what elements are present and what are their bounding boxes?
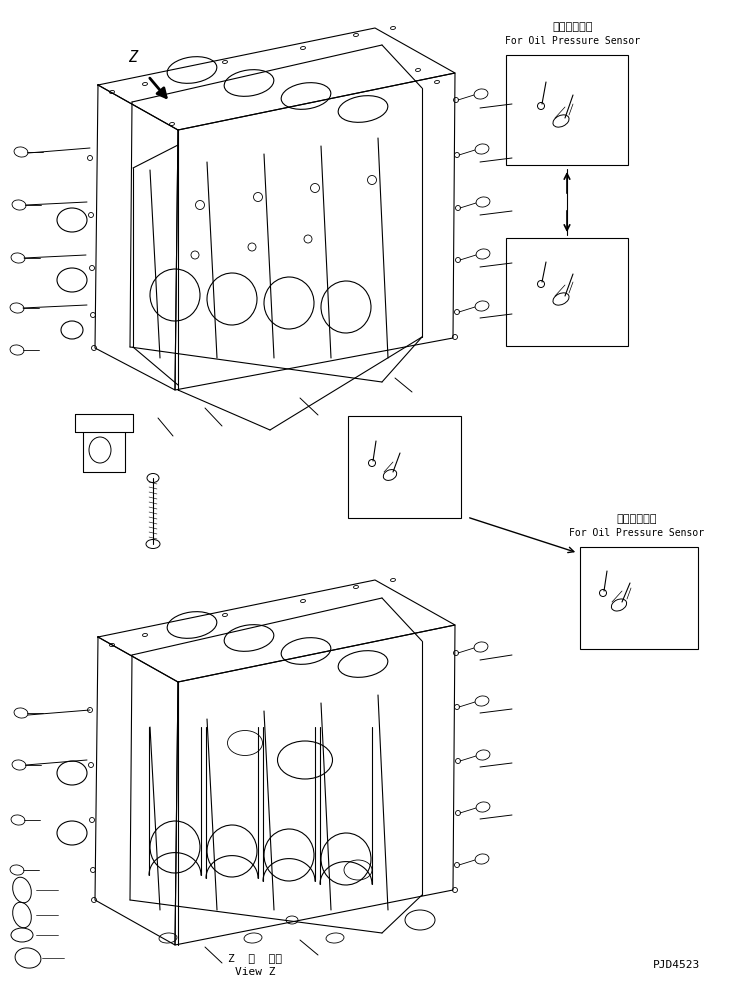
Text: Z  視  ・・: Z 視 ・・ (228, 953, 282, 963)
Bar (506, 238, 628, 346)
Text: 油圧センサ用: 油圧センサ用 (553, 22, 593, 32)
Text: PJD4523: PJD4523 (653, 960, 700, 970)
Text: View Z: View Z (235, 967, 275, 977)
Bar (506, 55, 628, 165)
Text: For Oil Pressure Sensor: For Oil Pressure Sensor (506, 36, 641, 46)
Text: 油圧センサ用: 油圧センサ用 (617, 514, 657, 524)
Bar (580, 547, 698, 649)
Text: For Oil Pressure Sensor: For Oil Pressure Sensor (570, 528, 705, 538)
Bar (348, 416, 461, 518)
Text: Z: Z (128, 50, 137, 65)
